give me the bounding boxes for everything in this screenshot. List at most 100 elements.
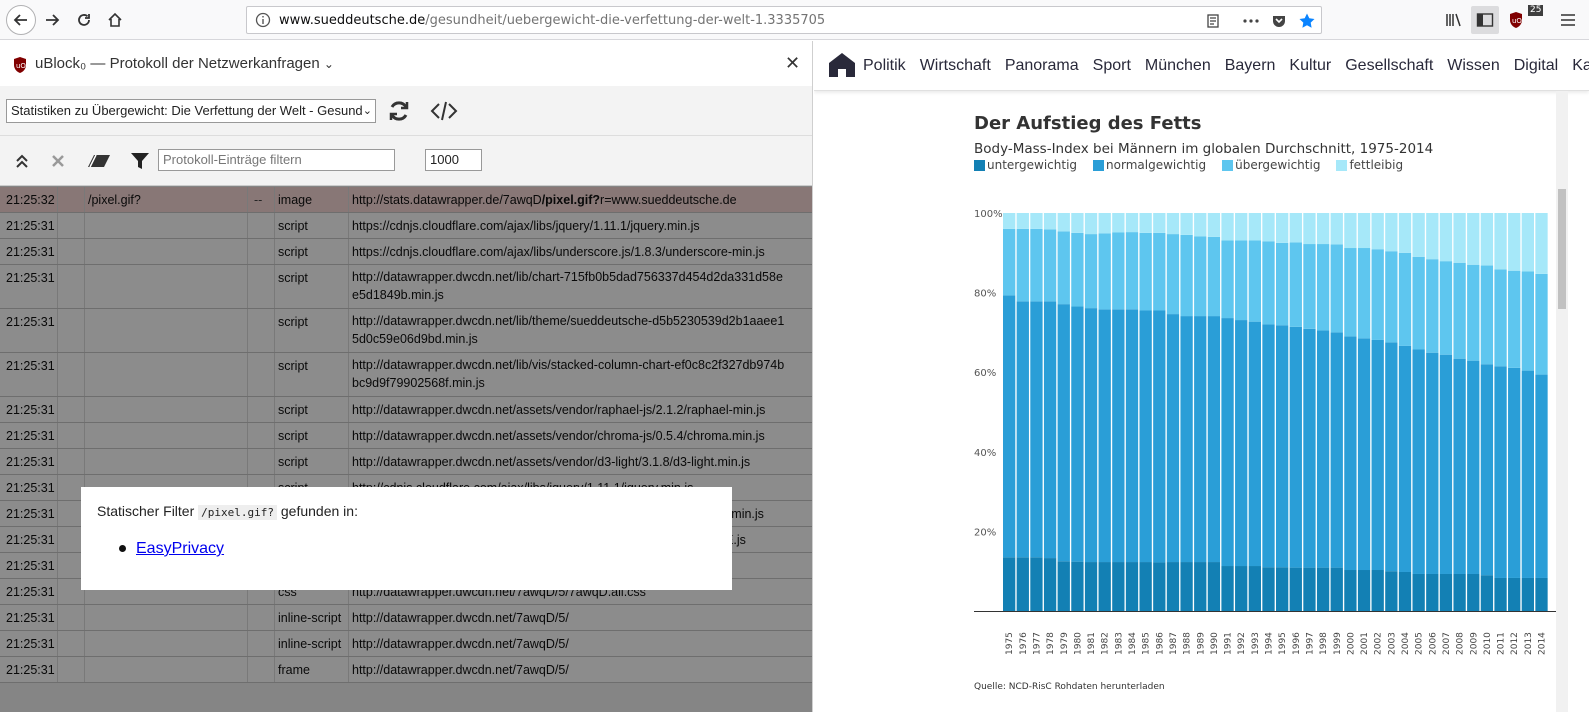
log-url[interactable]: http://datawrapper.dwcdn.net/7awqD/5/ bbox=[352, 611, 569, 625]
log-row[interactable]: 21:25:31 script http://datawrapper.dwcdn.n… bbox=[0, 449, 812, 475]
svg-text:uO: uO bbox=[1512, 17, 1522, 25]
column-divider bbox=[348, 309, 349, 352]
log-row[interactable]: 21:25:31 script http://datawrapper.dwcdn.n… bbox=[0, 265, 812, 309]
log-row[interactable]: 21:25:31 script http://datawrapper.dwcdn.n… bbox=[0, 423, 812, 449]
log-url[interactable]: http://datawrapper.dwcdn.net/7awqD/5/ bbox=[352, 663, 569, 677]
nav-item[interactable]: Kultur bbox=[1289, 57, 1332, 74]
log-url[interactable]: http://datawrapper.dwcdn.net/assets/vend… bbox=[352, 455, 750, 469]
clear-button[interactable] bbox=[50, 153, 66, 173]
log-row[interactable]: 21:25:31 inline-script http://datawrapper.… bbox=[0, 605, 812, 631]
page-scrollbar[interactable] bbox=[1556, 91, 1568, 712]
bar-segment bbox=[1398, 213, 1412, 253]
scrollbar-thumb[interactable] bbox=[1558, 189, 1566, 309]
reader-view-icon[interactable] bbox=[1203, 11, 1223, 31]
x-tick-label: 1980 bbox=[1073, 632, 1083, 655]
close-sidebar-button[interactable]: ✕ bbox=[785, 53, 801, 74]
log-url-text: r=www.sueddeutsche.de bbox=[600, 193, 737, 207]
forward-button[interactable] bbox=[38, 6, 66, 34]
bar-segment bbox=[1426, 259, 1439, 353]
log-row[interactable]: 21:25:31 script https://cdnjs.cloudflare.c… bbox=[0, 213, 812, 239]
bar-segment bbox=[1289, 242, 1302, 327]
url-text[interactable]: www.sueddeutsche.de/gesundheit/uebergewi… bbox=[279, 13, 825, 28]
back-button[interactable] bbox=[6, 5, 36, 35]
nav-item[interactable]: Wissen bbox=[1447, 57, 1500, 74]
source-label: Quelle: bbox=[974, 682, 1006, 692]
bar-segment bbox=[1235, 213, 1248, 241]
bar-segment bbox=[1194, 213, 1207, 237]
bar-segment bbox=[1494, 213, 1507, 270]
ublock-logo-icon: uO bbox=[12, 56, 28, 78]
ublock-button[interactable]: uO bbox=[1502, 6, 1530, 34]
log-url[interactable]: http://datawrapper.dwcdn.net/assets/vend… bbox=[352, 403, 765, 417]
column-divider bbox=[274, 187, 275, 212]
bar-segment bbox=[1207, 562, 1221, 611]
log-time: 21:25:31 bbox=[6, 403, 55, 417]
column-divider bbox=[57, 475, 58, 500]
collapse-button[interactable] bbox=[14, 153, 30, 173]
x-tick-label: 1995 bbox=[1278, 632, 1288, 655]
bar-segment bbox=[1084, 562, 1098, 611]
log-row[interactable]: 21:25:31 script http://datawrapper.dwcdn.n… bbox=[0, 397, 812, 423]
column-divider bbox=[57, 657, 58, 682]
column-divider bbox=[57, 527, 58, 552]
log-url[interactable]: https://cdnjs.cloudflare.com/ajax/libs/u… bbox=[352, 245, 765, 259]
site-home-button[interactable] bbox=[828, 52, 856, 82]
chart-legend: untergewichtig normalgewichtig übergewicht… bbox=[974, 158, 1403, 172]
reload-logger-button[interactable] bbox=[386, 98, 412, 128]
column-divider bbox=[348, 423, 349, 448]
log-url[interactable]: http://datawrapper.dwcdn.net/lib/chart-7… bbox=[352, 268, 783, 304]
nav-item[interactable]: Ka bbox=[1572, 57, 1589, 74]
log-url[interactable]: http://datawrapper.dwcdn.net/lib/theme/s… bbox=[352, 312, 784, 348]
nav-item[interactable]: Politik bbox=[863, 57, 906, 74]
log-row[interactable]: 21:25:31 inline-script http://datawrapper.… bbox=[0, 631, 812, 657]
column-divider bbox=[84, 605, 85, 630]
filter-list-link[interactable]: EasyPrivacy bbox=[136, 540, 225, 557]
nav-item[interactable]: Bayern bbox=[1224, 57, 1276, 74]
sidebar-panel: uO uBlock₀ — Protokoll der Netzwerkanfra… bbox=[0, 41, 813, 712]
tab-select[interactable]: Statistiken zu Übergewicht: Die Verfettu… bbox=[6, 99, 376, 123]
bar-segment bbox=[1248, 213, 1261, 241]
x-tick-label: 2002 bbox=[1374, 632, 1384, 655]
log-url[interactable]: http://datawrapper.dwcdn.net/7awqD/5/ bbox=[352, 637, 569, 651]
column-divider bbox=[84, 449, 85, 474]
modal-overlay[interactable] bbox=[0, 186, 812, 712]
nav-item[interactable]: Wirtschaft bbox=[919, 57, 991, 74]
filter-button[interactable] bbox=[130, 152, 150, 174]
url-bar[interactable]: www.sueddeutsche.de/gesundheit/uebergewi… bbox=[246, 6, 1322, 34]
log-url[interactable]: https://cdnjs.cloudflare.com/ajax/libs/j… bbox=[352, 219, 700, 233]
log-row[interactable]: 21:25:31 script https://cdnjs.cloudflare.c… bbox=[0, 239, 812, 265]
max-entries-input[interactable]: 1000 bbox=[425, 149, 482, 171]
nav-item[interactable]: München bbox=[1144, 57, 1211, 74]
nav-item[interactable]: Sport bbox=[1092, 57, 1131, 74]
menu-button[interactable] bbox=[1554, 6, 1582, 34]
sidebar-title[interactable]: uBlock₀ — Protokoll der Netzwerkanfragen… bbox=[35, 55, 334, 72]
site-info-icon[interactable] bbox=[255, 12, 271, 32]
log-url[interactable]: http://datawrapper.dwcdn.net/assets/vend… bbox=[352, 429, 765, 443]
filter-placeholder: Protokoll-Einträge filtern bbox=[163, 152, 302, 167]
log-type: script bbox=[278, 359, 308, 373]
view-source-button[interactable] bbox=[430, 100, 458, 126]
column-divider bbox=[57, 579, 58, 604]
log-row[interactable]: 21:25:31 script http://datawrapper.dwcdn.n… bbox=[0, 353, 812, 397]
page-actions-icon[interactable] bbox=[1241, 11, 1261, 31]
source-text[interactable]: NCD-RisC Rohdaten herunterladen bbox=[1008, 682, 1165, 692]
log-row[interactable]: 21:25:32/pixel.gif? -- image http://stats.d… bbox=[0, 187, 812, 213]
home-button[interactable] bbox=[101, 6, 129, 34]
log-row[interactable]: 21:25:31 script http://datawrapper.dwcdn.n… bbox=[0, 309, 812, 353]
eraser-button[interactable] bbox=[86, 153, 112, 173]
filter-input[interactable]: Protokoll-Einträge filtern bbox=[158, 149, 395, 171]
nav-item[interactable]: Gesellschaft bbox=[1345, 57, 1434, 74]
bar-segment bbox=[1125, 213, 1139, 233]
sidebar-toggle-button[interactable] bbox=[1471, 6, 1499, 34]
nav-item[interactable]: Digital bbox=[1513, 57, 1559, 74]
nav-item[interactable]: Panorama bbox=[1004, 57, 1079, 74]
log-url[interactable]: http://stats.datawrapper.de/7awqD/pixel.… bbox=[352, 193, 737, 207]
reload-button[interactable] bbox=[70, 6, 98, 34]
bar-segment bbox=[1521, 271, 1534, 371]
pocket-icon[interactable] bbox=[1269, 11, 1289, 31]
log-url[interactable]: http://datawrapper.dwcdn.net/lib/vis/sta… bbox=[352, 356, 784, 392]
library-button[interactable] bbox=[1440, 6, 1468, 34]
log-time: 21:25:32 bbox=[6, 193, 55, 207]
log-row[interactable]: 21:25:31 frame http://datawrapper.dwcdn.ne… bbox=[0, 657, 812, 683]
bookmark-star-icon[interactable] bbox=[1297, 11, 1317, 31]
